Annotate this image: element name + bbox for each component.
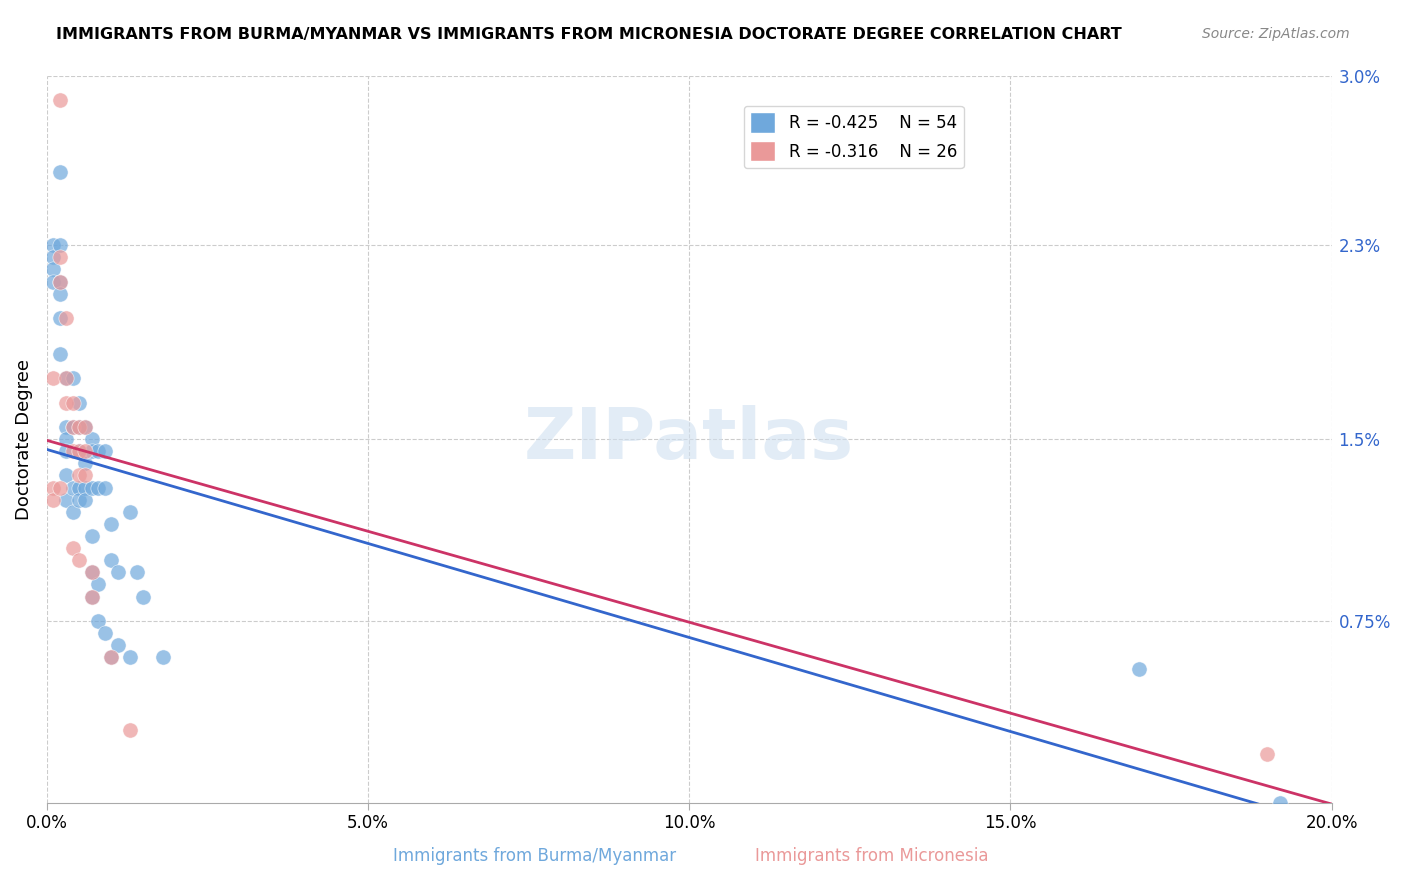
Point bbox=[62, 481, 84, 495]
Point bbox=[48, 347, 70, 361]
Point bbox=[62, 541, 84, 555]
Text: ZIPatlas: ZIPatlas bbox=[524, 405, 855, 474]
Text: IMMIGRANTS FROM BURMA/MYANMAR VS IMMIGRANTS FROM MICRONESIA DOCTORATE DEGREE COR: IMMIGRANTS FROM BURMA/MYANMAR VS IMMIGRA… bbox=[56, 27, 1122, 42]
Point bbox=[80, 590, 103, 604]
Point bbox=[100, 516, 122, 531]
Point bbox=[75, 420, 97, 434]
Point bbox=[67, 420, 90, 434]
Point bbox=[48, 310, 70, 325]
Point bbox=[125, 566, 148, 580]
Point bbox=[55, 468, 77, 483]
Point bbox=[87, 481, 110, 495]
Point bbox=[107, 638, 129, 652]
Point bbox=[42, 250, 65, 264]
Point bbox=[55, 371, 77, 385]
Point bbox=[48, 93, 70, 107]
Point bbox=[67, 420, 90, 434]
Point bbox=[75, 444, 97, 458]
Point bbox=[100, 553, 122, 567]
Point bbox=[48, 238, 70, 252]
Point bbox=[132, 590, 155, 604]
Point bbox=[80, 566, 103, 580]
Point bbox=[1128, 662, 1150, 676]
Point bbox=[55, 310, 77, 325]
Point bbox=[75, 420, 97, 434]
Point bbox=[93, 481, 115, 495]
Text: Source: ZipAtlas.com: Source: ZipAtlas.com bbox=[1202, 27, 1350, 41]
Point bbox=[67, 553, 90, 567]
Point bbox=[75, 456, 97, 470]
Point bbox=[62, 505, 84, 519]
Point bbox=[48, 275, 70, 289]
Point bbox=[48, 165, 70, 179]
Point bbox=[55, 492, 77, 507]
Point bbox=[42, 371, 65, 385]
Point bbox=[100, 650, 122, 665]
Point bbox=[1256, 747, 1278, 761]
Point bbox=[80, 566, 103, 580]
Point bbox=[152, 650, 174, 665]
Y-axis label: Doctorate Degree: Doctorate Degree bbox=[15, 359, 32, 519]
Point bbox=[87, 577, 110, 591]
Point bbox=[80, 432, 103, 446]
Point bbox=[62, 420, 84, 434]
Point bbox=[55, 395, 77, 409]
Text: Immigrants from Burma/Myanmar: Immigrants from Burma/Myanmar bbox=[392, 847, 676, 865]
Point bbox=[67, 444, 90, 458]
Point bbox=[42, 238, 65, 252]
Text: Immigrants from Micronesia: Immigrants from Micronesia bbox=[755, 847, 988, 865]
Point bbox=[120, 505, 142, 519]
Point bbox=[48, 275, 70, 289]
Point bbox=[55, 420, 77, 434]
Point bbox=[62, 444, 84, 458]
Point bbox=[48, 286, 70, 301]
Point bbox=[55, 371, 77, 385]
Point bbox=[80, 444, 103, 458]
Point bbox=[67, 444, 90, 458]
Point bbox=[62, 371, 84, 385]
Point bbox=[67, 468, 90, 483]
Point bbox=[80, 529, 103, 543]
Point bbox=[80, 590, 103, 604]
Point bbox=[67, 481, 90, 495]
Point bbox=[107, 566, 129, 580]
Point bbox=[48, 250, 70, 264]
Point bbox=[62, 420, 84, 434]
Point bbox=[120, 650, 142, 665]
Point bbox=[1270, 796, 1292, 810]
Point bbox=[67, 492, 90, 507]
Point bbox=[55, 444, 77, 458]
Point bbox=[48, 481, 70, 495]
Point bbox=[62, 395, 84, 409]
Point bbox=[42, 275, 65, 289]
Point bbox=[120, 723, 142, 737]
Point bbox=[80, 481, 103, 495]
Point bbox=[42, 262, 65, 277]
Legend: R = -0.425    N = 54, R = -0.316    N = 26: R = -0.425 N = 54, R = -0.316 N = 26 bbox=[744, 105, 963, 168]
Point bbox=[75, 468, 97, 483]
Point bbox=[55, 432, 77, 446]
Point bbox=[93, 444, 115, 458]
Point bbox=[87, 444, 110, 458]
Point bbox=[75, 481, 97, 495]
Point bbox=[93, 626, 115, 640]
Point bbox=[100, 650, 122, 665]
Point bbox=[67, 395, 90, 409]
Point bbox=[75, 492, 97, 507]
Point bbox=[42, 492, 65, 507]
Point bbox=[87, 614, 110, 628]
Point bbox=[42, 481, 65, 495]
